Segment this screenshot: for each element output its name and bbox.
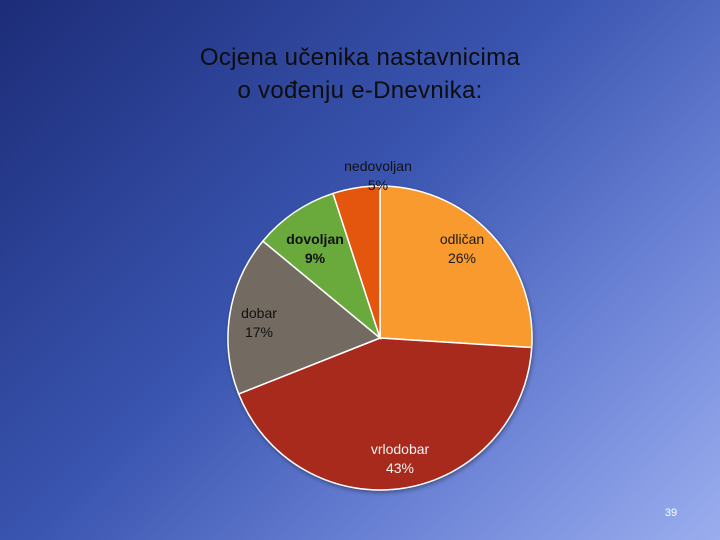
pie-slice-dobar	[227, 240, 382, 395]
data-label-dovoljan: dovoljan 9%	[286, 231, 344, 266]
pie-slice-dovoljan	[261, 192, 382, 341]
data-label-dobar: dobar 17%	[241, 305, 277, 340]
chart-title-line-2: o vođenju e-Dnevnika:	[237, 77, 483, 104]
data-label-nedovoljan: nedovoljan 5%	[344, 158, 412, 193]
data-label-vrlodobar: vrlodobar 43%	[371, 441, 430, 476]
chart-title-line-1: Ocjena učenika nastavnicima	[199, 44, 521, 71]
pie-slice-nedovoljan	[332, 185, 381, 339]
pie-slice-vrlodobar	[237, 337, 533, 491]
data-label-odličan: odličan 26%	[440, 231, 484, 266]
pie-slice-odličan	[379, 185, 533, 349]
page-number: 39	[664, 507, 678, 519]
